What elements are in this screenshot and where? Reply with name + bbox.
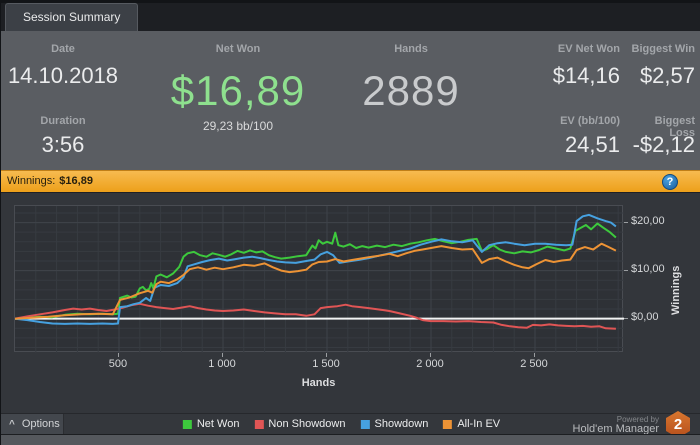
help-icon[interactable]: ? — [662, 174, 678, 190]
biggest-loss-label: Biggest Loss — [654, 115, 695, 139]
winnings-selector-bar[interactable]: Winnings: $16,89 ? — [1, 170, 700, 193]
x-tick-label: 1 500 — [312, 358, 340, 370]
legend-label: Showdown — [374, 418, 429, 430]
hands-value: 2889 — [362, 67, 460, 114]
legend-swatch-icon — [360, 419, 370, 429]
winnings-plot-canvas — [15, 206, 624, 353]
y-tick-label: $0,00 — [631, 310, 659, 323]
powered-by-text: Powered by — [616, 415, 659, 424]
winnings-bar-value: $16,89 — [59, 175, 93, 187]
ev-net-won-label: EV Net Won — [557, 43, 620, 55]
legend-swatch-icon — [443, 419, 453, 429]
ev-bb100-value: 24,51 — [564, 132, 620, 157]
series-line-non-showdown — [15, 302, 616, 330]
chevron-up-icon: ^ — [9, 419, 15, 430]
legend-label: Net Won — [196, 418, 240, 430]
net-won-label: Net Won — [215, 43, 261, 55]
y-axis-title: Winnings — [670, 265, 682, 315]
series-line-net-won — [15, 222, 617, 320]
options-button-label: Options — [21, 418, 60, 430]
y-tick-label: $10,00 — [631, 262, 665, 275]
x-tick-label: 500 — [108, 358, 128, 370]
biggest-loss-value: -$2,12 — [632, 132, 695, 157]
duration-label: Duration — [40, 115, 86, 127]
y-tick-mark — [624, 221, 628, 223]
legend-item-non-showdown[interactable]: Non Showdown — [254, 418, 345, 430]
x-tick-mark — [429, 353, 431, 357]
x-tick-mark — [325, 353, 327, 357]
tab-session-summary[interactable]: Session Summary — [5, 3, 139, 31]
hands-label: Hands — [394, 43, 428, 55]
legend-swatch-icon — [182, 419, 192, 429]
winnings-plot — [14, 205, 624, 353]
chart-region: 500 1 000 1 500 2 000 2 500 $0,00 $10,00 $20,0… — [1, 193, 700, 413]
net-won-value: $16,89 — [170, 67, 306, 114]
powered-by-block: Powered by Hold'em Manager — [573, 414, 659, 435]
x-tick-label: 2 500 — [520, 358, 548, 370]
tab-strip: Session Summary — [1, 0, 700, 31]
legend-item-all-in-ev[interactable]: All-In EV — [443, 418, 500, 430]
ev-net-won-value: $14,16 — [552, 63, 620, 88]
x-axis-title: Hands — [301, 377, 336, 389]
x-tick-mark — [117, 353, 119, 357]
options-button[interactable]: ^ Options — [1, 414, 64, 434]
footer-bar: ^ Options Net Won Non Showdown Showdown All-… — [1, 411, 700, 438]
legend-label: All-In EV — [457, 418, 501, 430]
biggest-win-label: Biggest Win — [631, 43, 695, 55]
y-tick-mark — [624, 269, 628, 271]
x-tick-mark — [221, 353, 223, 357]
legend-label: Non Showdown — [268, 418, 346, 430]
net-won-bb100: 29,23 bb/100 — [202, 119, 274, 133]
x-tick-label: 1 000 — [208, 358, 236, 370]
stat-col-ev: EV Net Won $14,16 EV (bb/100) 24,51 — [506, 31, 620, 170]
stat-col-net-won: Net Won $16,89 29,23 bb/100 — [125, 31, 351, 170]
series-line-showdown — [15, 213, 617, 325]
legend-item-net-won[interactable]: Net Won — [182, 418, 240, 430]
legend-item-showdown[interactable]: Showdown — [360, 418, 428, 430]
stats-header: Date 14.10.2018 Duration 3:56 Net Won $1… — [1, 31, 700, 170]
series-line-all-in-ev — [15, 242, 617, 320]
winnings-bar-label: Winnings: — [7, 175, 56, 187]
biggest-win-value: $2,57 — [639, 63, 695, 88]
x-tick-label: 2 000 — [416, 358, 444, 370]
window-bottom-edge — [1, 434, 700, 445]
y-tick-label: $20,00 — [631, 214, 665, 227]
duration-value: 3:56 — [41, 132, 85, 157]
chart-legend: Net Won Non Showdown Showdown All-In EV — [182, 414, 500, 434]
legend-swatch-icon — [254, 419, 264, 429]
date-value: 14.10.2018 — [7, 63, 119, 88]
stat-col-biggest: Biggest Win $2,57 Biggest Loss -$2,12 — [631, 31, 695, 170]
stat-col-hands: Hands 2889 — [351, 31, 471, 170]
stat-col-date: Date 14.10.2018 Duration 3:56 — [1, 31, 125, 170]
brand-text: Hold'em Manager — [572, 423, 659, 435]
y-tick-mark — [624, 317, 628, 319]
date-label: Date — [51, 43, 75, 55]
x-tick-mark — [533, 353, 535, 357]
ev-bb100-label: EV (bb/100) — [560, 115, 620, 127]
